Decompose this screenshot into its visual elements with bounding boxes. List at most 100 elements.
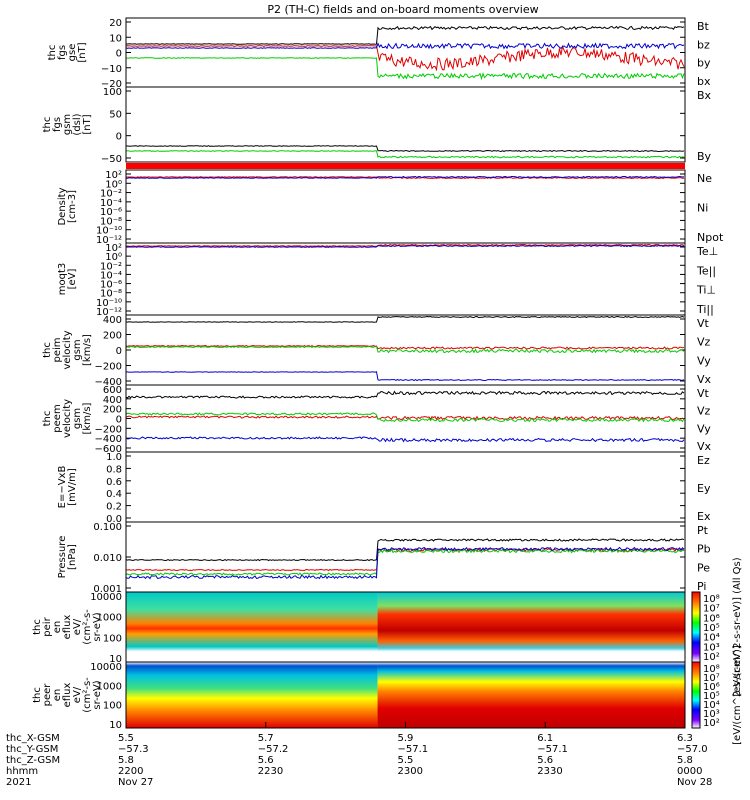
colorbar xyxy=(691,591,701,663)
y-tick-label: 0.0 xyxy=(106,514,122,525)
y-tick-label: −200 xyxy=(95,362,122,373)
y-tick-label: 1.0 xyxy=(106,452,122,463)
trace-Pt xyxy=(125,538,685,562)
legend-Ti||: Ti|| xyxy=(696,303,714,316)
ylabel-line: thc xyxy=(32,619,43,635)
colorbar-tick-label: 10⁷ xyxy=(703,673,720,684)
panel-efield: E=−VxB [mV/m] 1.00.8 0.60.4 0.20.0 Ez Ey Ex xyxy=(57,452,711,525)
legend-Vy: Vy xyxy=(697,354,711,367)
colorbar-tick-label: 10⁵ xyxy=(703,691,720,702)
panel-frame xyxy=(125,451,686,523)
y-tick-label: 100 xyxy=(103,87,122,98)
y-tick-label: 10² xyxy=(105,243,122,254)
ylabel-line: [km/s] xyxy=(82,334,93,366)
trace-Ti xyxy=(125,244,685,248)
ylabel-line: (dsl) xyxy=(72,113,83,135)
colorbar-tick-label: 10⁴ xyxy=(703,700,720,711)
colorbar-tick-label: 10⁸ xyxy=(703,594,720,605)
legend-Pb: Pb xyxy=(697,543,711,556)
y-tick-label: 10⁰ xyxy=(105,179,122,190)
panel-peir-spectrogram: thc peir en eflux eV/(cm²-s-sr-eV) 10000 1000 1… xyxy=(32,557,743,696)
ylabel-line: velocity xyxy=(62,399,73,438)
y-tick-label: 10⁻⁶ xyxy=(100,207,122,218)
trace-Vx-peem xyxy=(125,436,685,443)
colorbar-tick-label: 10⁸ xyxy=(703,664,720,675)
ylabel-line: thc xyxy=(42,117,53,133)
legend-Vx: Vx xyxy=(697,373,712,386)
trace-Pi xyxy=(125,546,685,580)
y-tick-label: 10⁰ xyxy=(105,252,122,263)
y-tick-label: 0.4 xyxy=(106,489,122,500)
ylabel-line: [nT] xyxy=(82,114,93,134)
y-tick-label: 0 xyxy=(116,132,122,143)
legend-Pe: Pe xyxy=(697,561,710,574)
colorbar-tick-label: 10³ xyxy=(703,642,720,653)
panel-fgs-gsm: thc fgs gsm (dsl) [nT] 100 50 0 −50 Bx By xyxy=(42,87,712,165)
legend-Ne: Ne xyxy=(697,172,712,185)
y-tick-label: 10⁻¹² xyxy=(96,235,122,246)
legend-Vy: Vy xyxy=(697,422,711,435)
ylabel-line: E=−VxB xyxy=(57,466,68,509)
y-tick-label: 0.6 xyxy=(106,477,122,488)
y-tick-label: 200 xyxy=(103,331,122,342)
ylabel-line: thc xyxy=(47,45,58,61)
legend-Pi: Pi xyxy=(697,580,706,593)
x-col-value: 2300 xyxy=(398,766,423,777)
y-tick-label: −50 xyxy=(101,154,122,165)
legend-Te⊥: Te⊥ xyxy=(696,245,718,258)
ylabel-line: [cm-3] xyxy=(67,190,78,223)
y-tick-label: −600 xyxy=(95,444,122,455)
x-col-value: 5.5 xyxy=(118,733,134,744)
y-tick-label: 0 xyxy=(116,346,122,357)
x-col-value: 6.3 xyxy=(677,733,693,744)
trace-Vt-peem xyxy=(125,390,685,399)
ylabel-line: eflux xyxy=(62,615,73,640)
trace-Vy-peim xyxy=(125,345,685,354)
x-col-value: 6.1 xyxy=(537,733,553,744)
legend-Vz: Vz xyxy=(697,336,711,349)
y-tick-label: 10 xyxy=(109,33,122,44)
ylabel-line: gsm xyxy=(62,114,73,135)
x-row-label: thc_X-GSM xyxy=(6,733,60,744)
y-tick-label: 0.8 xyxy=(106,464,122,475)
ylabel-line: (cm²-s- xyxy=(82,677,93,713)
x-col-value: 0000 xyxy=(677,766,702,777)
ylabel-line: velocity xyxy=(62,330,73,369)
y-tick-label: 1000 xyxy=(97,681,122,692)
x-row-label: 2021 xyxy=(6,777,31,788)
chart-title: P2 (TH-C) fields and on-board moments ov… xyxy=(267,3,538,16)
colorbar-label: [eV/(cm^2-s-sr-eV)] (All Qs) xyxy=(732,557,743,696)
colorbar-tick-label: 10² xyxy=(703,718,720,729)
ylabel-line: gsm xyxy=(72,339,83,360)
y-tick-label: 10 xyxy=(109,654,122,665)
y-tick-label: 10⁻² xyxy=(100,261,122,272)
panel-frame xyxy=(125,169,686,244)
y-tick-label: −10 xyxy=(101,64,122,75)
legend-Vt: Vt xyxy=(697,317,710,330)
ylabel-line: thc xyxy=(32,687,43,703)
colorbar-tick-label: 10⁶ xyxy=(703,682,720,693)
y-tick-label: 10000 xyxy=(90,592,122,603)
y-tick-label: 10 xyxy=(109,720,122,731)
x-col-value: −57.2 xyxy=(258,744,289,755)
y-tick-label: 10⁻¹⁰ xyxy=(96,226,122,237)
legend-Ez: Ez xyxy=(697,454,710,467)
ylabel-line: sr-eV) xyxy=(92,680,103,709)
y-tick-label: 10⁻⁴ xyxy=(100,270,122,281)
legend-Ni: Ni xyxy=(697,202,708,215)
ylabel-line: gse xyxy=(67,44,78,62)
x-col-value: 2200 xyxy=(118,766,143,777)
colorbar-tick-label: 10³ xyxy=(703,709,720,720)
trace-Vz-peim xyxy=(125,344,685,350)
ylabel-line: peem xyxy=(52,404,63,432)
ylabel-line: [km/s] xyxy=(82,402,93,434)
y-tick-label: 0.010 xyxy=(93,553,122,564)
panel-peem-velocity: thc peem velocity gsm [km/s] 6004002000−200−4… xyxy=(42,385,712,455)
ylabel-line: en xyxy=(52,621,63,634)
ylabel-line: fgs xyxy=(57,45,68,60)
x-col-value: 5.9 xyxy=(398,733,414,744)
legend-By: By xyxy=(697,150,712,163)
ylabel-line: eflux xyxy=(62,683,73,708)
